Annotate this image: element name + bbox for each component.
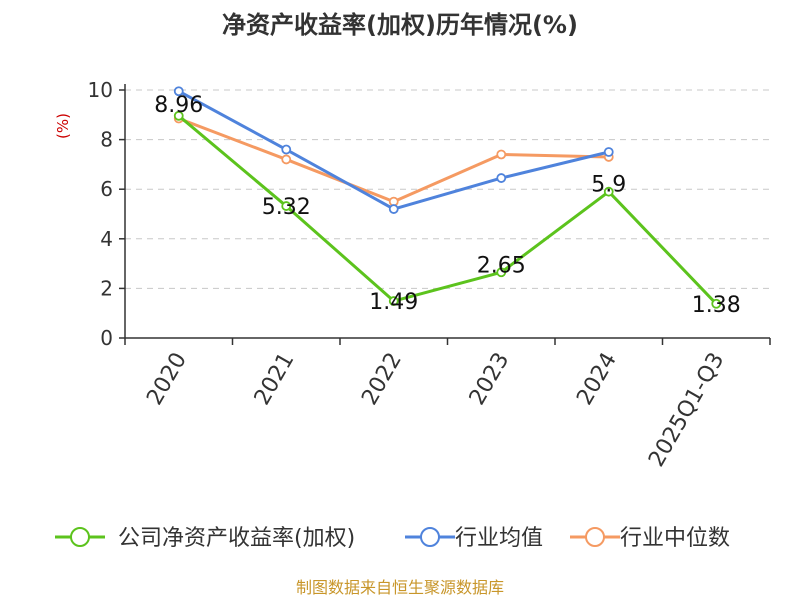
data-label-2: 1.49 bbox=[369, 290, 418, 315]
series-0-point-5 bbox=[711, 298, 722, 309]
series-1-point-0 bbox=[173, 86, 184, 97]
data-label-4: 5.9 bbox=[591, 173, 626, 198]
legend-label-1: 行业均值 bbox=[455, 526, 543, 551]
data-labels: 8.96 5.32 1.49 2.65 5.9 1.38 bbox=[154, 93, 740, 318]
data-label-1: 5.32 bbox=[262, 195, 311, 220]
legend-label-0: 公司净资产收益率(加权) bbox=[118, 526, 355, 551]
series-1-point-1 bbox=[281, 144, 292, 155]
series-0-point-1 bbox=[281, 201, 292, 211]
series-line-1 bbox=[178, 89, 610, 211]
y-axis-label: (%) bbox=[54, 113, 72, 139]
y-tick-label-2: 2 bbox=[100, 276, 113, 300]
y-tick-label-4: 4 bbox=[100, 227, 113, 251]
chart-title: 净资产收益率(加权)历年情况(%) bbox=[222, 11, 578, 39]
series-0-point-0 bbox=[173, 110, 184, 121]
series-1-point-4 bbox=[603, 147, 614, 157]
y-tick-label-6: 6 bbox=[100, 177, 113, 201]
series-0-point-2 bbox=[388, 296, 399, 306]
series-2-point-1 bbox=[281, 154, 292, 165]
data-label-5: 1.38 bbox=[692, 293, 741, 318]
y-tick-label-8: 8 bbox=[100, 128, 113, 152]
x-tick-label-2025Q1-Q3: 2025Q1-Q3 bbox=[644, 349, 729, 472]
y-axis-ticks: 0 2 4 6 8 10 bbox=[88, 78, 125, 350]
legend-marker-1 bbox=[420, 527, 440, 547]
y-tick-label-10: 10 bbox=[88, 78, 113, 102]
grid-lines bbox=[125, 89, 770, 289]
x-tick-label-2024: 2024 bbox=[572, 349, 622, 410]
legend-marker-0 bbox=[70, 527, 90, 547]
series-2-point-3 bbox=[496, 149, 507, 160]
x-tick-label-2020: 2020 bbox=[142, 349, 192, 410]
series-line-0 bbox=[177, 114, 718, 305]
series-1-point-2 bbox=[388, 204, 399, 214]
x-tick-label-2023: 2023 bbox=[465, 349, 515, 410]
series-0-point-4 bbox=[603, 186, 614, 197]
x-tick-label-2022: 2022 bbox=[357, 349, 407, 410]
x-axis-ticks: 2020 2021 2022 2023 2024 2025Q1-Q3 bbox=[124, 338, 771, 472]
series-1-point-3 bbox=[496, 173, 507, 183]
legend-label-2: 行业中位数 bbox=[620, 526, 730, 551]
y-tick-label-0: 0 bbox=[100, 326, 113, 350]
legend: 公司净资产收益率(加权) 行业均值 行业中位数 bbox=[55, 526, 730, 551]
series-layer bbox=[173, 86, 722, 309]
axes bbox=[124, 84, 770, 339]
data-label-0: 8.96 bbox=[154, 93, 203, 118]
legend-marker-2 bbox=[585, 527, 605, 547]
series-0-point-3 bbox=[496, 267, 507, 278]
data-label-3: 2.65 bbox=[477, 253, 526, 278]
source-note: 制图数据来自恒生聚源数据库 bbox=[296, 578, 504, 597]
x-tick-label-2021: 2021 bbox=[250, 349, 300, 410]
